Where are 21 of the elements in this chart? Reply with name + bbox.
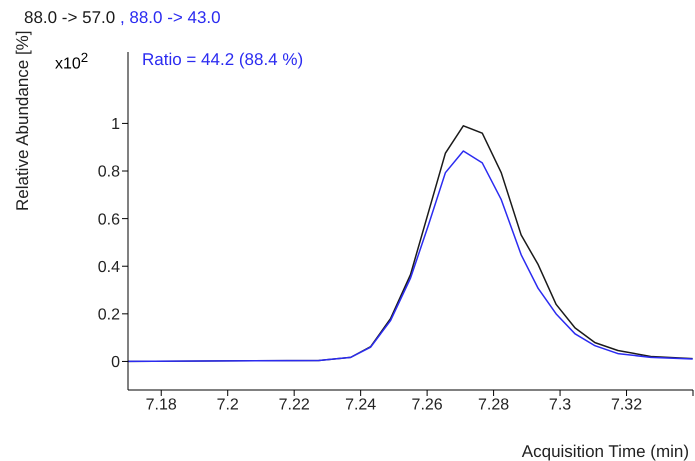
text: 88.0 -> 43.0 bbox=[129, 8, 221, 27]
x-axis-title: Acquisition Time (min) bbox=[522, 442, 689, 461]
y-tick-label: 1 bbox=[111, 116, 120, 134]
annotation: Ratio = 44.2 (88.4 %) bbox=[142, 50, 304, 70]
x-tick-label: 7.32 bbox=[610, 396, 642, 414]
text: , bbox=[120, 8, 125, 27]
x-tick-label: 7.28 bbox=[478, 396, 510, 414]
y-tick-label: 0.6 bbox=[98, 211, 120, 228]
x-tick-label: 7.2 bbox=[216, 396, 239, 414]
y-tick-label: 0.2 bbox=[98, 306, 120, 324]
y-tick-label: 0.8 bbox=[98, 164, 120, 181]
x-tick-label: 7.18 bbox=[146, 396, 177, 414]
x-tick-label: 7.22 bbox=[278, 396, 310, 414]
y-tick-label: 0.4 bbox=[98, 258, 120, 276]
text: x10$^{2}$ bbox=[55, 50, 88, 74]
x-tick-label: 7.3 bbox=[548, 396, 572, 414]
y-tick-label: 0 bbox=[111, 354, 120, 372]
x-tick-label: 7.24 bbox=[345, 396, 376, 414]
x-tick-label: 7.26 bbox=[412, 396, 443, 414]
y-axis-title: Relative Abundance [%] bbox=[13, 30, 32, 211]
text: 88.0 -> 57.0 bbox=[24, 8, 116, 27]
